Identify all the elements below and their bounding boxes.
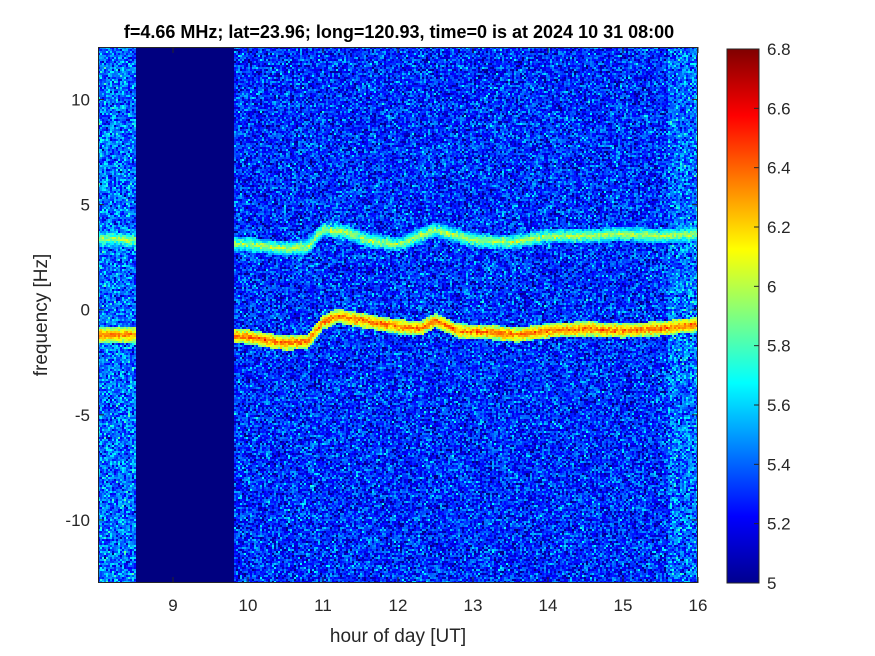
y-tick-label: -10 — [65, 511, 90, 530]
y-axis-label: frequency [Hz] — [31, 254, 52, 377]
x-tick-label: 12 — [389, 596, 408, 615]
x-tick-label: 13 — [464, 596, 483, 615]
x-tick-label: 11 — [314, 596, 332, 615]
y-tick-label: -5 — [75, 406, 90, 425]
data-gap-band — [137, 47, 233, 583]
y-axis: 10 5 0 -5 -10 — [65, 91, 698, 530]
colorbar-tick-label: 5.2 — [767, 515, 791, 534]
x-axis-label: hour of day [UT] — [330, 626, 466, 647]
colorbar-ticks: 6.8 6.6 6.4 6.2 6 5.8 5.6 5.4 5.2 5 — [754, 40, 791, 593]
colorbar: 6.8 6.6 6.4 6.2 6 5.8 5.6 5.4 5.2 5 — [726, 40, 791, 593]
colorbar-gradient — [726, 48, 760, 584]
plot-area — [98, 47, 698, 583]
colorbar-tick-label: 6.2 — [767, 218, 791, 237]
colorbar-tick-label: 6.6 — [767, 99, 791, 118]
colorbar-tick-label: 6.8 — [767, 40, 791, 59]
colorbar-tick-label: 5.4 — [767, 455, 791, 474]
colorbar-tick-label: 6.4 — [767, 159, 791, 178]
colorbar-tick-label: 6 — [767, 277, 776, 296]
x-tick-label: 10 — [239, 596, 258, 615]
colorbar-tick-label: 5 — [767, 574, 776, 593]
chart-title: f=4.66 MHz; lat=23.96; long=120.93, time… — [124, 22, 674, 42]
y-tick-label: 5 — [81, 196, 90, 215]
x-tick-label: 15 — [614, 596, 633, 615]
x-axis: 9 10 11 12 13 14 15 16 — [168, 47, 707, 615]
x-tick-label: 14 — [539, 596, 558, 615]
y-tick-label: 10 — [71, 91, 90, 110]
x-tick-label: 16 — [689, 596, 708, 615]
x-tick-label: 9 — [168, 596, 177, 615]
y-tick-label: 0 — [81, 301, 90, 320]
colorbar-tick-label: 5.6 — [767, 396, 791, 415]
colorbar-tick-label: 5.8 — [767, 337, 791, 356]
